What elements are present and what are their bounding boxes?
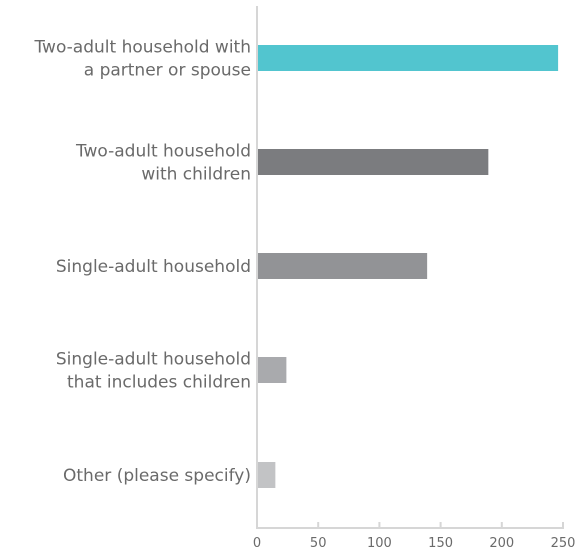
bar-1	[257, 45, 559, 71]
x-tick-label-100: 100	[367, 536, 392, 549]
bars	[257, 45, 559, 488]
category-label-2-line-1: Two-adult household	[75, 142, 251, 162]
bar-2	[257, 149, 489, 175]
category-label-3-line-1: Single-adult household	[56, 257, 251, 277]
x-axis-ticks: 0 50 100 150 200 250	[253, 522, 576, 549]
category-label-1-line-2: a partner or spouse	[84, 61, 251, 81]
category-label-4-line-1: Single-adult household	[56, 350, 251, 370]
bar-3	[257, 253, 428, 279]
x-tick-label-200: 200	[489, 536, 514, 549]
category-label-2-line-2: with children	[141, 165, 251, 185]
x-tick-label-150: 150	[428, 536, 453, 549]
x-tick-label-50: 50	[310, 536, 327, 549]
category-label-4-line-2: that includes children	[67, 373, 251, 393]
category-label-1-line-1: Two-adult household with	[33, 38, 251, 58]
x-tick-label-0: 0	[253, 536, 261, 549]
bar-5	[257, 462, 276, 488]
bar-4	[257, 357, 287, 383]
category-labels: Two-adult household with a partner or spo…	[33, 38, 251, 487]
x-tick-label-250: 250	[551, 536, 576, 549]
category-label-5-line-1: Other (please specify)	[63, 466, 251, 486]
